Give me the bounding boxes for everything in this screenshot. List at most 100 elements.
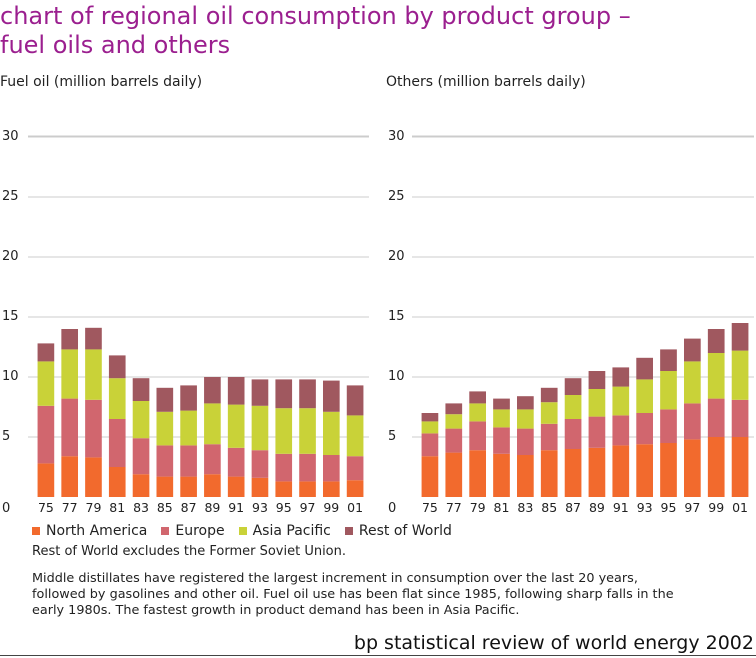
fuel-oil-xtick-label-77: 77: [62, 500, 78, 515]
legend-swatch-asia-pacific: [238, 527, 247, 535]
others-bar-north-america-01: [731, 437, 749, 497]
others-ytick-label-10: 10: [388, 369, 405, 384]
others-bar-asia-pacific-87: [564, 395, 582, 419]
fuel-oil-xtick-label-79: 79: [86, 500, 102, 515]
others-xtick-label-89: 89: [589, 500, 605, 515]
fuel-oil-bar-north-america-89: [204, 474, 221, 497]
fuel-oil-bar-europe-79: [85, 399, 102, 458]
fuel-oil-bar-rest-of-world-93: [251, 379, 269, 406]
others-bar-north-america-77: [445, 452, 463, 497]
fuel-oil-xtick-label-81: 81: [109, 500, 125, 515]
others-bar-europe-01: [731, 399, 749, 437]
others-bar-asia-pacific-85: [540, 402, 558, 424]
fuel-oil-bar-rest-of-world-91: [227, 377, 245, 405]
fuel-oil-bar-north-america-79: [85, 457, 102, 497]
others-ytick-label-30: 30: [388, 129, 405, 144]
others-bar-asia-pacific-01: [731, 350, 749, 400]
fuel-oil-bar-europe-89: [204, 444, 221, 475]
fuel-oil-bar-north-america-91: [227, 476, 245, 497]
fuel-oil-xtick-label-93: 93: [252, 500, 268, 515]
fuel-oil-bar-north-america-95: [275, 481, 293, 497]
fuel-oil-xtick-label-87: 87: [181, 500, 197, 515]
legend-swatch-europe: [161, 527, 170, 535]
fuel-oil-xtick-label-99: 99: [323, 500, 339, 515]
fuel-oil-ytick-label-15: 15: [2, 309, 19, 324]
fuel-oil-bar-asia-pacific-83: [132, 401, 150, 439]
others-bar-rest-of-world-01: [731, 323, 749, 351]
fuel-oil-bar-asia-pacific-99: [322, 411, 340, 455]
others-bar-north-america-97: [684, 439, 701, 497]
fuel-oil-ytick-label-25: 25: [2, 189, 19, 204]
legend-item-rest-of-world: Rest of World: [344, 523, 452, 539]
others-bar-europe-87: [564, 419, 582, 449]
fuel-oil-bar-asia-pacific-77: [61, 349, 79, 399]
fuel-oil-bar-asia-pacific-91: [227, 404, 245, 448]
others-xtick-label-83: 83: [517, 500, 533, 515]
fuel-oil-bar-rest-of-world-87: [180, 385, 197, 411]
fuel-oil-bar-rest-of-world-95: [275, 379, 293, 409]
description-line-1: Middle distillates have registered the l…: [32, 571, 638, 586]
fuel-oil-bar-rest-of-world-89: [204, 377, 221, 404]
description-line-2: followed by gasolines and other oil. Fue…: [32, 587, 674, 602]
others-bar-rest-of-world-99: [707, 329, 725, 353]
fuel-oil-chart-title: Fuel oil (million barrels daily): [0, 74, 202, 90]
charts-canvas: Fuel oil (million barrels daily) 0 5 10 15 20…: [0, 74, 754, 516]
others-xtick-label-79: 79: [470, 500, 486, 515]
fuel-oil-xtick-label-83: 83: [133, 500, 149, 515]
fuel-oil-bar-north-america-93: [251, 477, 269, 497]
fuel-oil-bar-north-america-75: [37, 463, 55, 497]
others-bar-asia-pacific-89: [588, 389, 606, 417]
others-bar-rest-of-world-77: [445, 403, 463, 415]
fuel-oil-xtick-label-89: 89: [204, 500, 220, 515]
footer: bp statistical review of world energy 20…: [0, 628, 756, 658]
fuel-oil-bar-rest-of-world-97: [299, 379, 316, 409]
others-bar-asia-pacific-79: [469, 403, 486, 422]
fuel-oil-bar-europe-99: [322, 455, 340, 482]
fuel-oil-bar-europe-75: [37, 405, 55, 464]
fuel-oil-bar-rest-of-world-81: [108, 355, 126, 379]
legend-label-asia-pacific: Asia Pacific: [252, 523, 331, 539]
others-bar-asia-pacific-93: [636, 379, 653, 413]
others-ytick-label-5: 5: [388, 429, 396, 444]
others-bar-europe-85: [540, 423, 558, 451]
fuel-oil-bar-asia-pacific-79: [85, 349, 102, 400]
others-bar-asia-pacific-91: [612, 386, 630, 416]
fuel-oil-bar-asia-pacific-89: [204, 403, 221, 445]
others-bar-north-america-93: [636, 444, 653, 497]
fuel-oil-bar-asia-pacific-81: [108, 378, 126, 419]
others-xtick-label-93: 93: [637, 500, 653, 515]
others-xtick-label-75: 75: [422, 500, 438, 515]
others-bar-rest-of-world-75: [421, 413, 439, 422]
others-bar-asia-pacific-83: [517, 409, 534, 429]
fuel-oil-bar-asia-pacific-93: [251, 405, 269, 451]
others-bar-europe-99: [707, 398, 725, 437]
others-xtick-label-01: 01: [732, 500, 748, 515]
others-chart-title: Others (million barrels daily): [386, 74, 586, 90]
fuel-oil-bar-europe-97: [299, 453, 316, 482]
page-title: chart of regional oil consumption by pro…: [0, 2, 756, 60]
fuel-oil-ytick-label-30: 30: [2, 129, 19, 144]
fuel-oil-xtick-label-85: 85: [157, 500, 173, 515]
fuel-oil-bar-north-america-01: [346, 480, 364, 497]
fuel-oil-xtick-label-75: 75: [38, 500, 54, 515]
legend-label-north-america: North America: [46, 523, 148, 539]
legend-swatch-rest-of-world: [344, 527, 353, 535]
others-xtick-label-87: 87: [565, 500, 581, 515]
fuel-oil-bar-rest-of-world-75: [37, 343, 55, 362]
fuel-oil-bar-asia-pacific-87: [180, 410, 197, 446]
fuel-oil-bar-rest-of-world-79: [85, 327, 102, 350]
others-ytick-label-15: 15: [388, 309, 405, 324]
fuel-oil-bar-rest-of-world-99: [322, 380, 340, 412]
others-bar-north-america-75: [421, 456, 439, 497]
others-bar-rest-of-world-79: [469, 391, 486, 404]
others-bar-north-america-79: [469, 450, 486, 497]
fuel-oil-bar-north-america-77: [61, 456, 79, 497]
others-bar-rest-of-world-85: [540, 387, 558, 403]
page-title-line-2: fuel oils and others: [0, 31, 231, 59]
others-xtick-label-95: 95: [661, 500, 677, 515]
source-credit: bp statistical review of world energy 20…: [353, 632, 754, 654]
legend-item-asia-pacific: Asia Pacific: [238, 523, 331, 539]
fuel-oil-bar-europe-95: [275, 453, 293, 482]
others-bar-europe-83: [517, 428, 534, 455]
fuel-oil-bar-rest-of-world-01: [346, 385, 364, 416]
